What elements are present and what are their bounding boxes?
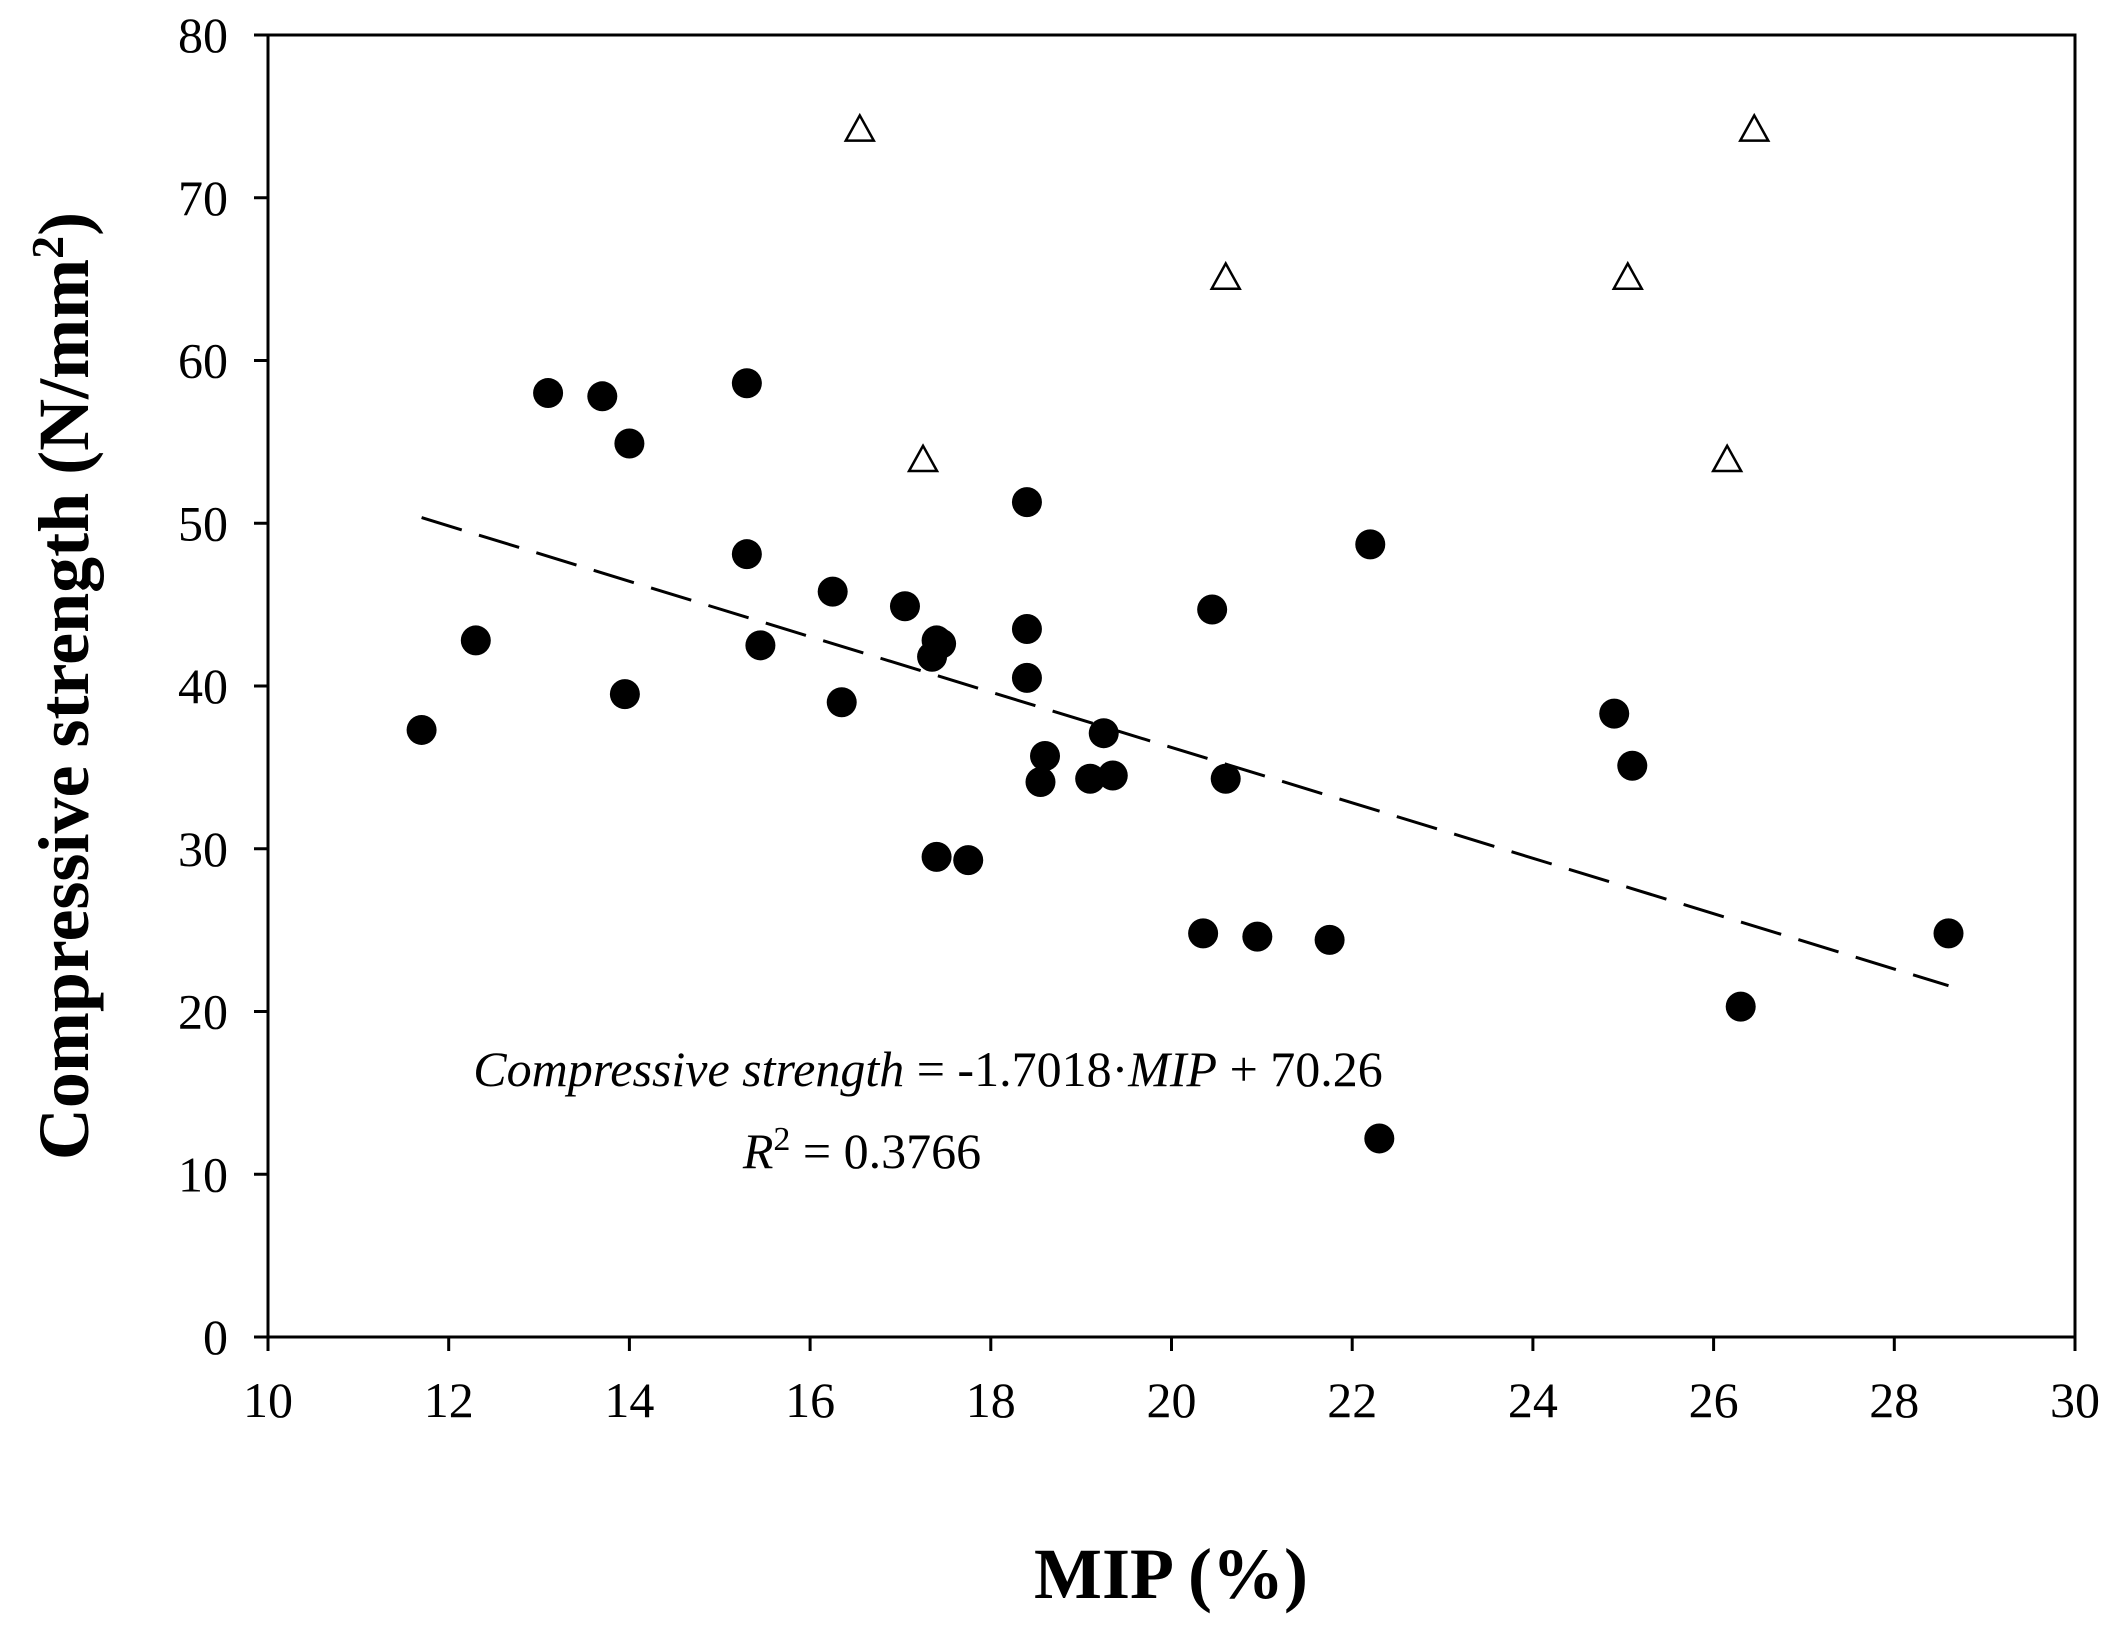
y-tick-label-80: 80 <box>178 7 228 63</box>
y-tick-label-20: 20 <box>178 984 228 1040</box>
y-tick-label-0: 0 <box>203 1309 228 1365</box>
point-circle-11 <box>889 591 920 622</box>
point-circle-8 <box>745 630 776 661</box>
point-circle-16 <box>953 845 984 876</box>
x-tick-label-26: 26 <box>1689 1372 1739 1428</box>
point-circle-31 <box>1364 1123 1395 1154</box>
point-circle-4 <box>609 679 640 710</box>
x-tick-label-18: 18 <box>966 1372 1016 1428</box>
point-circle-17 <box>1011 487 1042 518</box>
point-circle-21 <box>1030 740 1061 771</box>
point-circle-15 <box>921 841 952 872</box>
data-points <box>406 112 1964 1154</box>
point-circle-26 <box>1197 594 1228 625</box>
y-tick-label-60: 60 <box>178 333 228 389</box>
point-circle-33 <box>1617 750 1648 781</box>
point-triangle-3 <box>1611 260 1644 290</box>
point-circle-34 <box>1725 991 1756 1022</box>
point-circle-27 <box>1210 763 1241 794</box>
point-triangle-1 <box>906 443 940 473</box>
x-tick-label-14: 14 <box>604 1372 654 1428</box>
y-tick-label-40: 40 <box>178 658 228 714</box>
r-squared: R2 = 0.3766 <box>742 1121 981 1180</box>
point-circle-23 <box>1088 718 1119 749</box>
point-triangle-4 <box>1711 443 1744 473</box>
y-axis-title: Compressive strength (N/mm2) <box>22 212 105 1160</box>
point-circle-22 <box>1075 763 1106 794</box>
x-tick-label-16: 16 <box>785 1372 835 1428</box>
x-tick-label-20: 20 <box>1147 1372 1197 1428</box>
point-circle-30 <box>1355 529 1386 560</box>
point-circle-1 <box>460 625 491 656</box>
point-circle-29 <box>1314 924 1345 955</box>
x-tick-label-22: 22 <box>1327 1372 1377 1428</box>
point-circle-19 <box>1011 662 1042 693</box>
point-triangle-2 <box>1209 260 1242 290</box>
equation-variable-strength: Compressive strength <box>473 1041 904 1097</box>
point-circle-7 <box>731 539 762 570</box>
point-circle-5 <box>614 428 645 459</box>
point-circle-6 <box>731 368 762 399</box>
y-axis-title-close: ) <box>24 212 104 236</box>
trendline-group <box>421 516 1949 988</box>
y-tick-label-30: 30 <box>178 821 228 877</box>
point-circle-25 <box>1188 918 1219 949</box>
equation-variable-mip: MIP <box>1127 1041 1217 1097</box>
point-triangle-5 <box>1738 112 1771 142</box>
point-circle-3 <box>587 381 618 412</box>
y-tick-label-70: 70 <box>178 170 228 226</box>
point-circle-35 <box>1933 918 1964 949</box>
x-tick-label-10: 10 <box>243 1372 293 1428</box>
trendline <box>421 516 1949 988</box>
x-axis-title: MIP (%) <box>1034 1534 1308 1614</box>
point-circle-10 <box>826 687 857 718</box>
point-circle-28 <box>1242 921 1273 952</box>
point-circle-20 <box>1025 767 1056 798</box>
x-tick-label-12: 12 <box>424 1372 474 1428</box>
point-triangle-0 <box>843 112 876 142</box>
point-circle-9 <box>817 576 848 607</box>
y-axis-title-main: Compressive strength (N/mm <box>24 259 104 1160</box>
x-axis-ticks: 10 12 14 16 18 20 22 24 26 28 30 <box>243 1337 2100 1428</box>
point-circle-24 <box>1097 760 1128 791</box>
r-squared-var: R <box>742 1123 774 1179</box>
y-tick-label-10: 10 <box>178 1146 228 1202</box>
y-axis-ticks: 0 10 20 30 40 50 60 70 80 <box>178 7 268 1365</box>
point-circle-0 <box>406 714 437 745</box>
point-circle-32 <box>1599 698 1630 729</box>
point-circle-2 <box>533 378 564 409</box>
r-squared-sup: 2 <box>773 1121 790 1158</box>
equation-middle: = -1.7018· <box>904 1041 1128 1097</box>
plot-frame <box>266 33 2077 1339</box>
r-squared-value: = 0.3766 <box>790 1123 981 1179</box>
regression-equation: Compressive strength = -1.7018·MIP + 70.… <box>473 1041 1383 1097</box>
x-tick-label-24: 24 <box>1508 1372 1558 1428</box>
equation-end: + 70.26 <box>1217 1041 1383 1097</box>
point-circle-14 <box>926 628 957 659</box>
y-axis-title-sup: 2 <box>22 236 73 259</box>
point-circle-18 <box>1011 614 1042 645</box>
x-tick-label-28: 28 <box>1869 1372 1919 1428</box>
y-tick-label-50: 50 <box>178 495 228 551</box>
x-tick-label-30: 30 <box>2050 1372 2100 1428</box>
